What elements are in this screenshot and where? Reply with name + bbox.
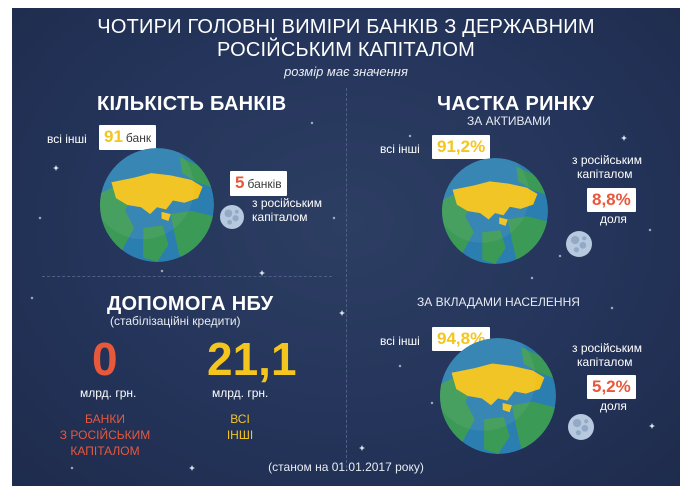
star-icon (30, 296, 34, 300)
star-icon (649, 423, 655, 429)
star-icon (339, 310, 345, 316)
assets-russian-badge: 8,8% (587, 188, 636, 212)
star-icon (610, 306, 614, 310)
star-icon (408, 134, 412, 138)
assets-russian-label-1: з російським (572, 153, 643, 167)
nbu-russian-caption-3: КАПІТАЛОМ (70, 444, 140, 458)
assets-russian-label-2: капіталом (577, 167, 633, 181)
star-icon (359, 445, 365, 451)
bank-count-russian-label-2: капіталом (252, 210, 308, 224)
nbu-others-caption: ВСІ ІНШІ (210, 411, 270, 443)
star-icon (558, 254, 562, 258)
nbu-others-caption-1: ВСІ (230, 412, 250, 426)
assets-others-badge: 91,2% (432, 135, 491, 159)
star-icon (38, 216, 42, 220)
bank-count-others-label: всі інші (47, 132, 87, 146)
moon-icon (566, 231, 592, 257)
deposits-russian-value: 5,2% (592, 377, 631, 396)
star-icon (259, 270, 265, 276)
bank-count-others-unit: банк (125, 131, 152, 145)
market-share-heading: ЧАСТКА РИНКУ (437, 93, 595, 115)
title-line-1: ЧОТИРИ ГОЛОВНІ ВИМІРИ БАНКІВ З ДЕРЖАВНИМ (97, 16, 595, 38)
divider-horizontal (42, 276, 332, 277)
star-icon (53, 165, 59, 171)
bank-count-others-value: 91 (104, 127, 123, 146)
nbu-others-value: 21,1 (207, 333, 297, 385)
nbu-russian-value: 0 (92, 333, 118, 385)
assets-others-label: всі інші (380, 142, 420, 156)
star-icon (160, 269, 164, 273)
bank-count-russian-label-1: з російським (252, 196, 323, 210)
nbu-help-subheading: (стабілізаційні кредити) (110, 314, 241, 328)
deposits-others-label: всі інші (380, 334, 420, 348)
deposits-russian-badge: 5,2% (587, 375, 636, 399)
earth-globe-icon (100, 148, 214, 262)
subtitle: розмір має значення (284, 64, 408, 79)
nbu-others-unit: млрд. грн. (212, 386, 269, 400)
star-icon (70, 466, 74, 470)
bank-count-russian-badge: 5 банків (230, 171, 287, 196)
by-assets-label: ЗА АКТИВАМИ (467, 114, 551, 128)
star-icon (621, 135, 627, 141)
bank-count-heading: КІЛЬКІСТЬ БАНКІВ (97, 93, 287, 115)
star-icon (398, 364, 402, 368)
nbu-russian-caption-1: БАНКИ (85, 412, 125, 426)
assets-russian-unit: доля (600, 212, 627, 226)
by-deposits-label: ЗА ВКЛАДАМИ НАСЕЛЕННЯ (417, 295, 580, 309)
star-icon (332, 216, 336, 220)
star-icon (189, 465, 195, 471)
title-line-2: РОСІЙСЬКИМ КАПІТАЛОМ (216, 39, 475, 61)
nbu-russian-unit: млрд. грн. (80, 386, 137, 400)
star-field (30, 121, 655, 471)
bank-count-others-badge: 91 банк (99, 125, 157, 150)
earth-globe-icon (440, 338, 556, 454)
deposits-russian-unit: доля (600, 399, 627, 413)
deposits-russian-label-1: з російським (572, 341, 643, 355)
infographic-poster: ЧОТИРИ ГОЛОВНІ ВИМІРИ БАНКІВ З ДЕРЖАВНИМ… (12, 8, 680, 486)
bank-count-russian-unit: банків (247, 177, 282, 191)
nbu-russian-caption-2: З РОСІЙСЬКИМ (59, 428, 151, 442)
nbu-others-caption-2: ІНШІ (226, 428, 254, 442)
bank-count-russian-value: 5 (235, 173, 245, 192)
moon-icon (220, 205, 244, 229)
star-icon (530, 276, 534, 280)
earth-globe-icon (442, 158, 548, 264)
assets-others-value: 91,2% (437, 137, 486, 156)
nbu-help-heading: ДОПОМОГА НБУ (107, 293, 274, 315)
footnote: (станом на 01.01.2017 року) (268, 460, 424, 474)
deposits-others-value: 94,8% (437, 329, 486, 348)
star-icon (430, 401, 434, 405)
assets-russian-value: 8,8% (592, 190, 631, 209)
star-icon (310, 121, 314, 125)
moon-icon (568, 414, 594, 440)
star-icon (648, 228, 652, 232)
deposits-russian-label-2: капіталом (577, 355, 633, 369)
nbu-russian-caption: БАНКИ З РОСІЙСЬКИМ КАПІТАЛОМ (50, 411, 160, 459)
divider-vertical (346, 88, 347, 468)
